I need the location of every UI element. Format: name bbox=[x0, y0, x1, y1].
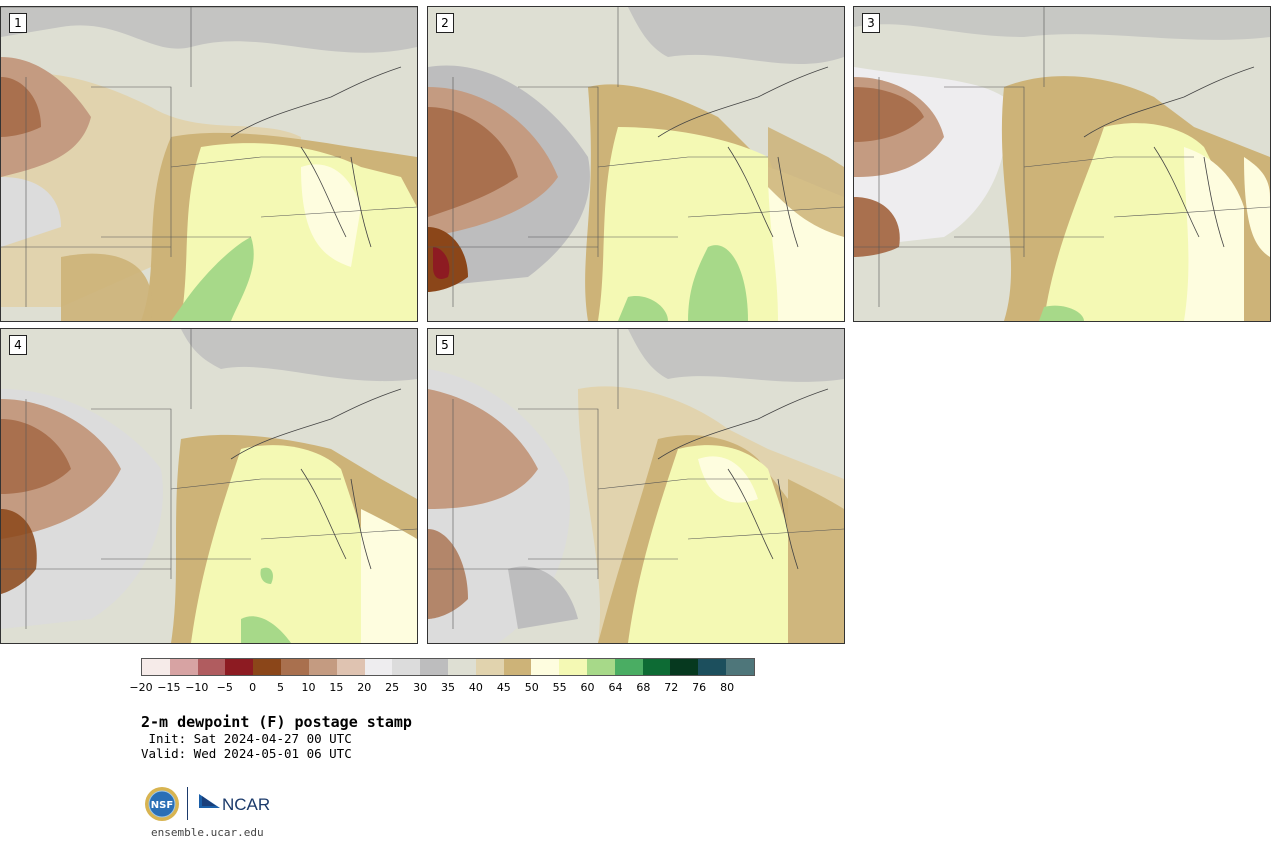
colorbar-tick-label: 72 bbox=[664, 681, 679, 694]
plot-title: 2-m dewpoint (F) postage stamp bbox=[141, 713, 412, 731]
colorbar-swatch bbox=[420, 659, 448, 675]
colorbar-tick-label: −10 bbox=[185, 681, 209, 694]
colorbar-swatch bbox=[336, 659, 365, 675]
panel-number-label: 3 bbox=[862, 13, 880, 33]
colorbar-swatch bbox=[253, 659, 282, 675]
colorbar-swatch bbox=[642, 659, 671, 675]
colorbar-tick-label: −20 bbox=[129, 681, 153, 694]
dewpoint-map-3 bbox=[854, 7, 1270, 321]
panel-number-label: 2 bbox=[436, 13, 454, 33]
colorbar-tick-label: 5 bbox=[277, 681, 285, 694]
init-time: Init: Sat 2024-04-27 00 UTC bbox=[141, 731, 352, 746]
colorbar-tick-label: 55 bbox=[552, 681, 567, 694]
colorbar-tick-label: 40 bbox=[468, 681, 483, 694]
colorbar-tick-label: 20 bbox=[357, 681, 372, 694]
dewpoint-map-4 bbox=[1, 329, 417, 643]
map-panel-3: 3 bbox=[853, 6, 1271, 322]
map-panel-4: 4 bbox=[0, 328, 418, 644]
colorbar-swatch bbox=[698, 659, 727, 675]
map-panel-1: 1 bbox=[0, 6, 418, 322]
colorbar-tick-label: −15 bbox=[157, 681, 181, 694]
dewpoint-map-2 bbox=[428, 7, 844, 321]
colorbar-swatch bbox=[503, 659, 532, 675]
svg-text:NCAR: NCAR bbox=[222, 795, 270, 814]
colorbar-tick-label: 0 bbox=[249, 681, 257, 694]
colorbar-swatch bbox=[169, 659, 198, 675]
colorbar-ticks: −20 −15 −10 −5 0 5 10 15 20 25 30 35 40 45 50 55 60 64 68 7… bbox=[129, 681, 755, 695]
colorbar-tick-label: 68 bbox=[636, 681, 651, 694]
colorbar-tick-label: 45 bbox=[496, 681, 511, 694]
panel-number-label: 1 bbox=[9, 13, 27, 33]
colorbar-tick-label: 76 bbox=[692, 681, 707, 694]
logo-separator bbox=[187, 787, 188, 820]
colorbar-tick-label: 64 bbox=[608, 681, 623, 694]
colorbar-swatch bbox=[197, 659, 226, 675]
colorbar-swatch bbox=[475, 659, 504, 675]
svg-text:NSF: NSF bbox=[151, 800, 173, 811]
colorbar-swatch bbox=[587, 659, 615, 675]
colorbar-swatch bbox=[308, 659, 337, 675]
dewpoint-map-5 bbox=[428, 329, 844, 643]
colorbar-tick-label: 50 bbox=[524, 681, 539, 694]
colorbar-tick-label: 15 bbox=[329, 681, 344, 694]
colorbar-swatch bbox=[225, 659, 254, 675]
colorbar-tick-label: 80 bbox=[720, 681, 735, 694]
colorbar-tick-label: 60 bbox=[580, 681, 595, 694]
colorbar-swatch bbox=[447, 659, 476, 675]
colorbar-swatch bbox=[364, 659, 393, 675]
panel-number-label: 4 bbox=[9, 335, 27, 355]
colorbar bbox=[141, 658, 755, 676]
colorbar-swatch bbox=[392, 659, 421, 675]
colorbar-tick-label: 25 bbox=[385, 681, 400, 694]
colorbar-tick-label: −5 bbox=[216, 681, 233, 694]
panel-number-label: 5 bbox=[436, 335, 454, 355]
colorbar-swatch bbox=[281, 659, 309, 675]
map-panel-5: 5 bbox=[427, 328, 845, 644]
colorbar-swatch bbox=[531, 659, 560, 675]
footer-url: ensemble.ucar.edu bbox=[151, 826, 264, 839]
colorbar-tick-label: 35 bbox=[441, 681, 455, 694]
colorbar-swatch bbox=[670, 659, 699, 675]
ncar-logo: NCAR bbox=[199, 794, 270, 814]
map-panel-2: 2 bbox=[427, 6, 845, 322]
colorbar-swatch bbox=[559, 659, 587, 675]
colorbar-swatch bbox=[726, 659, 754, 675]
valid-time: Valid: Wed 2024-05-01 06 UTC bbox=[141, 746, 352, 761]
colorbar-tick-label: 30 bbox=[413, 681, 428, 694]
colorbar-swatch bbox=[142, 659, 170, 675]
nsf-logo: NSF bbox=[145, 787, 179, 821]
colorbar-tick-label: 10 bbox=[301, 681, 316, 694]
dewpoint-map-1 bbox=[1, 7, 417, 321]
colorbar-swatch bbox=[614, 659, 643, 675]
